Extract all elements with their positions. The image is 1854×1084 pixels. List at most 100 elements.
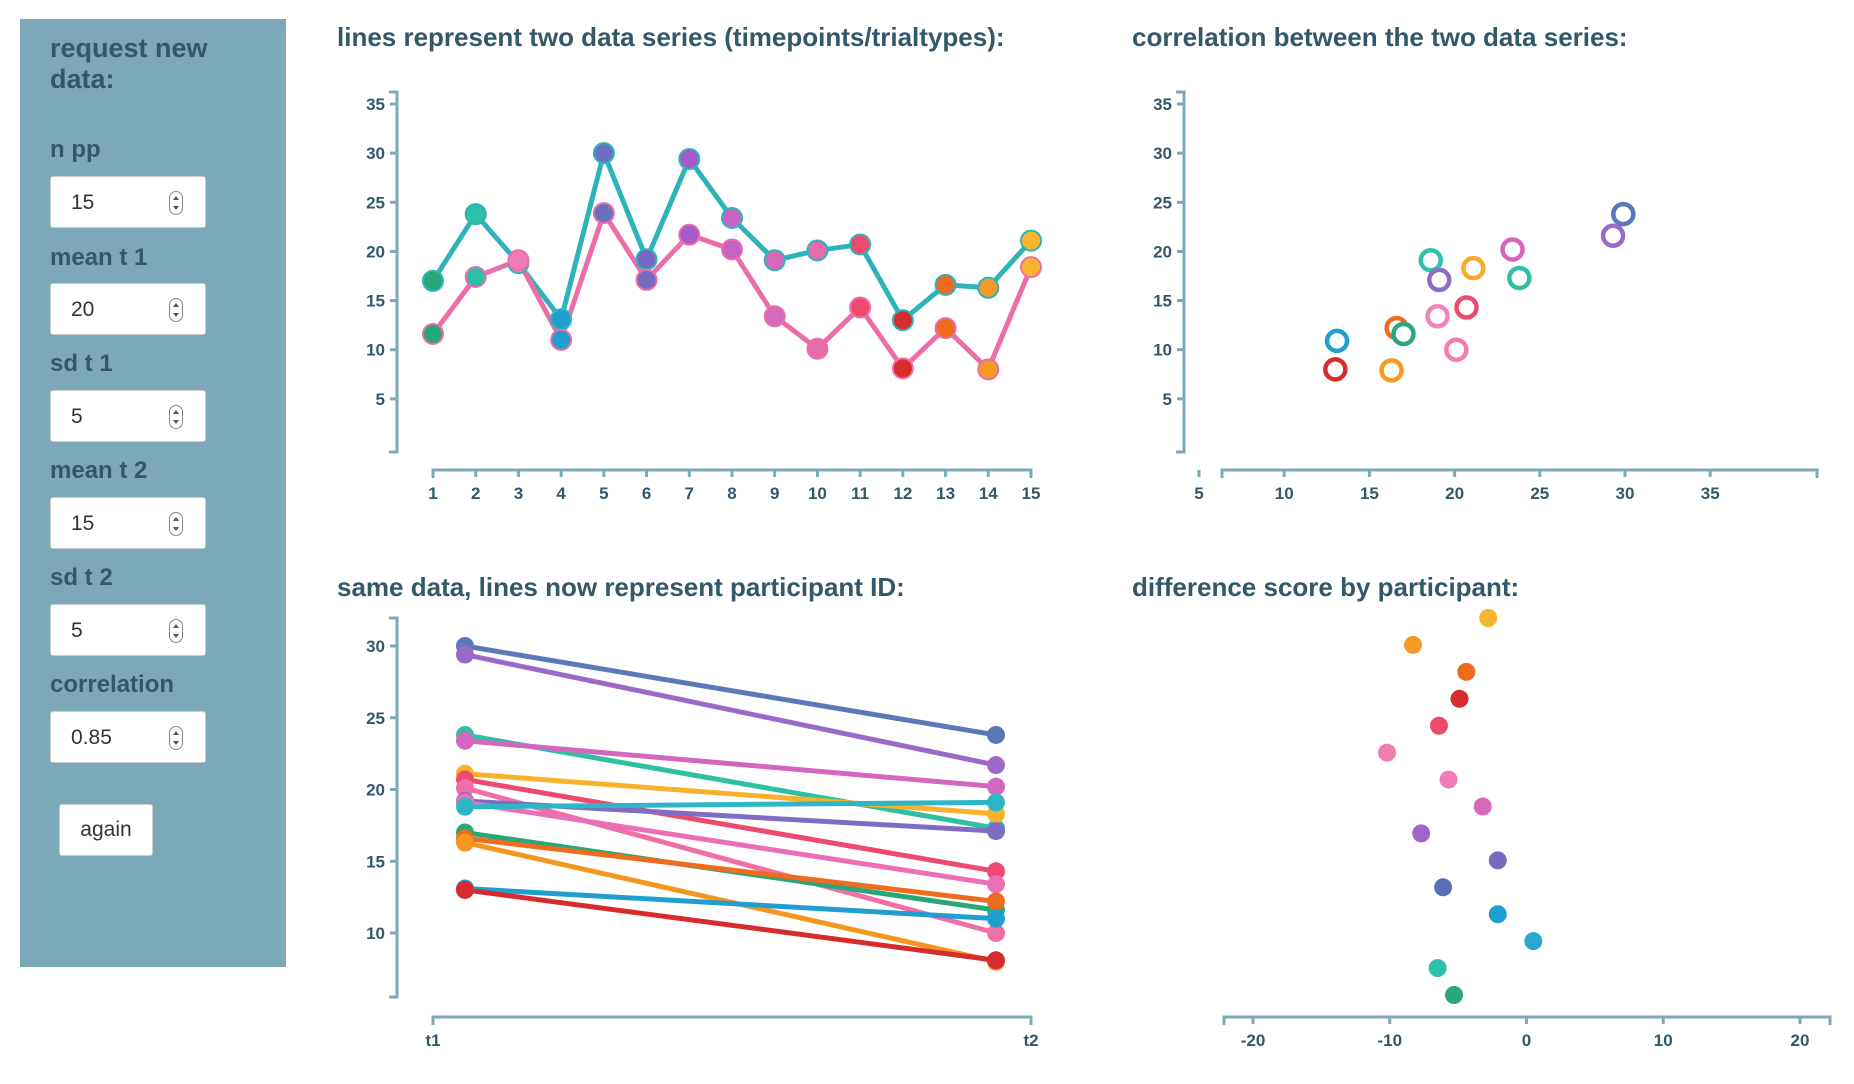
chart4-x-tick-label: 20: [1791, 1031, 1810, 1050]
n-pp-value: 15: [71, 191, 95, 214]
chart3-y-axis: [389, 616, 399, 999]
chart1-point: [891, 309, 914, 332]
chart2-point: [1461, 255, 1486, 281]
mean-t2-value: 15: [71, 512, 95, 535]
spinner-icon[interactable]: [169, 191, 183, 215]
chart2-y-tick-label: 15: [1153, 292, 1172, 311]
chart1-x-tick-label: 3: [514, 484, 523, 503]
chart2-y-tick-label: 30: [1153, 144, 1172, 163]
sd-t2-value: 5: [71, 619, 83, 642]
chart1-point: [507, 249, 530, 272]
chart2-point: [1425, 304, 1450, 329]
n-pp-input[interactable]: 15: [50, 176, 206, 228]
chart1-point: [464, 265, 487, 288]
chart2-x-tick-label: 10: [1275, 484, 1294, 503]
chart2-point: [1454, 295, 1479, 320]
chart3-y-tick-label: 25: [366, 709, 385, 728]
chart3-participant-line: [464, 887, 997, 963]
chart1-x-tick-label: 1: [428, 484, 437, 503]
spinner-icon[interactable]: [169, 512, 183, 536]
chart1-point: [422, 322, 444, 345]
chart2-x-tick-label: 30: [1616, 484, 1635, 503]
chart4-point: [1403, 635, 1422, 654]
chart3-y-tick-label: 10: [366, 924, 385, 943]
chart1-point: [635, 268, 658, 291]
chart3-point-t2: [987, 725, 1005, 744]
chart1-y-tick-label: 20: [366, 242, 385, 261]
chart1-point: [550, 328, 573, 351]
chart3-participant-line: [464, 643, 997, 738]
chart4-point: [1445, 986, 1464, 1004]
spinner-icon[interactable]: [169, 405, 183, 429]
chart1-point: [1020, 256, 1042, 279]
chart3-point-t2: [987, 777, 1005, 796]
chart3-participant-line: [464, 835, 997, 904]
chart2-y-tick-label: 20: [1153, 242, 1172, 261]
chart1-point: [977, 358, 1000, 381]
spinner-icon[interactable]: [169, 298, 183, 322]
chart3-x-axis: [431, 1015, 1033, 1025]
correlation-value: 0.85: [71, 726, 112, 749]
spinner-icon[interactable]: [169, 619, 183, 643]
chart4-point: [1479, 609, 1498, 627]
chart3-participant-line: [464, 785, 997, 936]
correlation-input[interactable]: 0.85: [50, 711, 206, 763]
chart1-x-tick-label: 15: [1022, 484, 1041, 503]
chart2-x-tick-label: 25: [1530, 484, 1549, 503]
chart1-point: [422, 269, 444, 292]
chart1-point: [1020, 229, 1042, 252]
chart3-point-t2: [987, 756, 1005, 775]
chart2-x-tick-label: 15: [1360, 484, 1379, 503]
sd-t1-value: 5: [71, 405, 83, 428]
spinner-icon[interactable]: [169, 726, 183, 750]
chart4-x-tick-label: -20: [1241, 1031, 1266, 1050]
chart2-point: [1427, 267, 1452, 293]
chart4-x-tick-label: 0: [1522, 1031, 1531, 1050]
chart3-x-tick-label: t1: [425, 1031, 440, 1050]
chart3-point-t1: [456, 833, 474, 852]
chart1-point: [592, 202, 615, 225]
chart1-point: [849, 233, 872, 256]
chart3-participant-line: [464, 799, 997, 810]
again-button[interactable]: again: [59, 804, 153, 856]
chart2-point: [1600, 223, 1626, 248]
chart3-participant-line: [464, 771, 997, 817]
chart2-x-tick-label: 5: [1194, 484, 1203, 503]
mean-t1-input[interactable]: 20: [50, 283, 206, 335]
chart1-x-tick-label: 6: [642, 484, 651, 503]
chart1-x-tick-label: 2: [471, 484, 480, 503]
chart4-point: [1473, 797, 1492, 816]
chart1-point: [763, 305, 786, 328]
chart2-point: [1391, 321, 1416, 347]
chart2-y-tick-label: 25: [1153, 193, 1172, 212]
chart3-participant-line: [464, 799, 997, 887]
chart3-point-t1: [456, 645, 474, 664]
chart1-series-line: [430, 150, 1033, 323]
chart1-x-tick-label: 14: [979, 484, 998, 503]
chart2-y-tick-label: 10: [1153, 341, 1172, 360]
chart4-point: [1434, 878, 1453, 897]
chart1-x-tick-label: 13: [936, 484, 955, 503]
chart4-x-tick-label: -10: [1377, 1031, 1402, 1050]
chart3-y-tick-label: 20: [366, 781, 385, 800]
sd-t2-input[interactable]: 5: [50, 604, 206, 656]
mean-t1-value: 20: [71, 298, 95, 321]
chart3-point-t2: [987, 951, 1005, 970]
chart2-point: [1323, 357, 1348, 382]
chart1-point: [806, 239, 829, 262]
mean-t2-input[interactable]: 15: [50, 497, 206, 549]
control-panel: request new data: n pp 15 mean t 1 20 sd…: [20, 19, 286, 967]
chart3-point-t2: [987, 909, 1005, 928]
chart3-point-t1: [456, 779, 474, 798]
chart3-point-t2: [987, 924, 1005, 942]
chart1-point: [721, 238, 743, 261]
chart4-point: [1524, 932, 1543, 951]
chart3-participant-line: [464, 886, 997, 922]
sd-t1-input[interactable]: 5: [50, 390, 206, 442]
chart3-participant-line: [464, 738, 997, 790]
chart2-point: [1507, 265, 1532, 291]
chart1-y-tick-label: 35: [366, 95, 385, 114]
chart1-point: [592, 142, 615, 165]
chart4-point: [1488, 851, 1507, 870]
